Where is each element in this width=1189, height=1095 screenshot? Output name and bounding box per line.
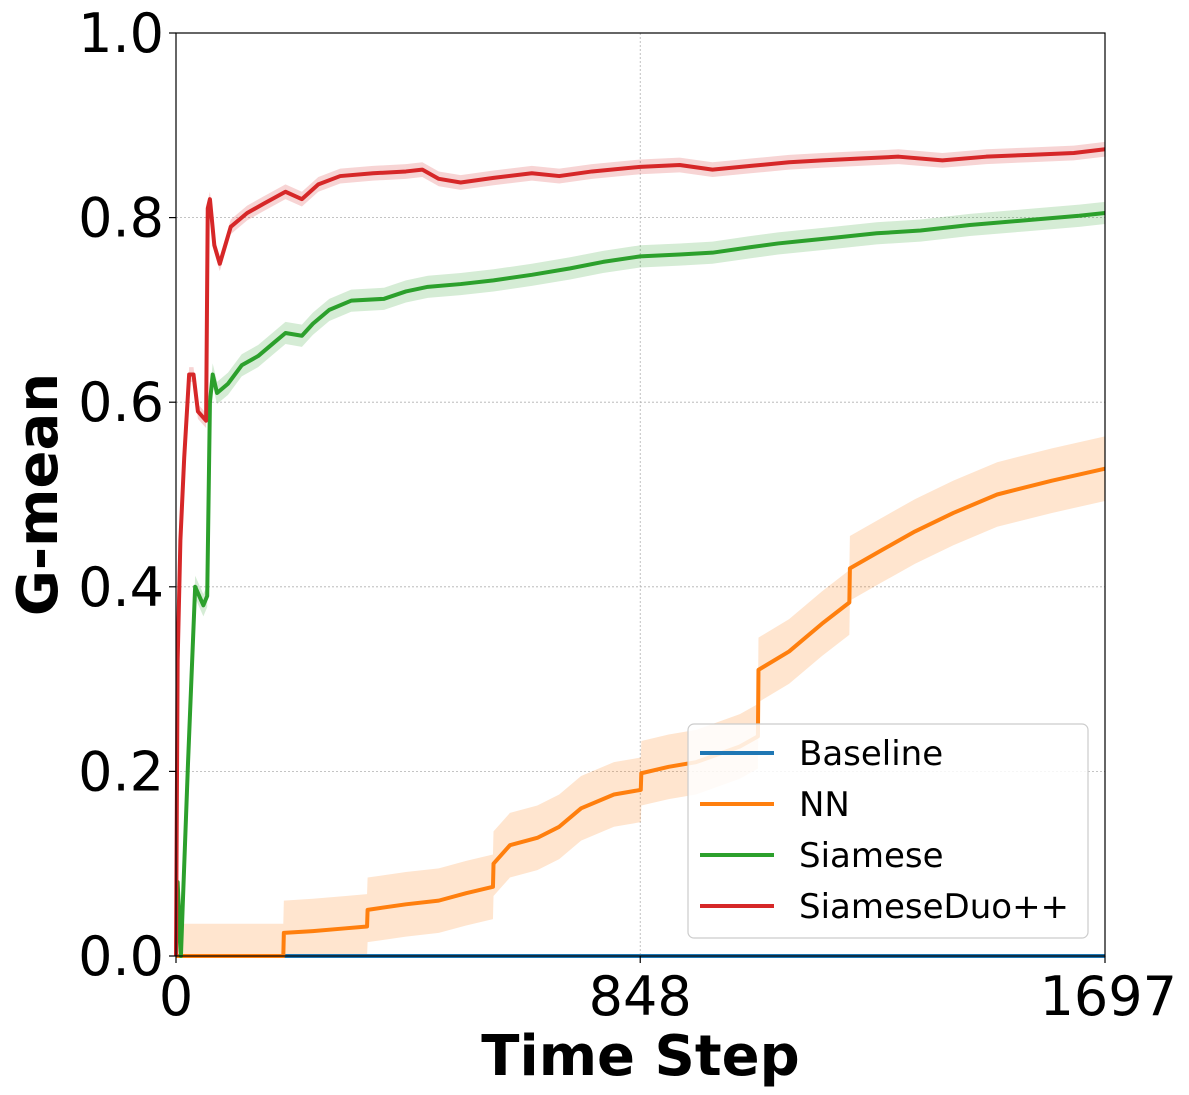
y-tick-label-1: 0.2 xyxy=(78,740,164,803)
ticks: 0.0 0.2 0.4 0.6 0.8 1.0 0 848 1697 xyxy=(78,2,1177,1028)
band-nn xyxy=(176,436,1105,956)
legend: Baseline NN Siamese SiameseDuo++ xyxy=(687,723,1089,939)
y-tick-label-0: 0.0 xyxy=(78,925,164,988)
legend-label-siamese: Siamese xyxy=(799,836,944,876)
y-tick-label-2: 0.4 xyxy=(78,556,164,619)
series-line-siamese xyxy=(174,210,1106,958)
x-tick-label-2: 1697 xyxy=(1040,965,1177,1028)
y-tick-label-5: 1.0 xyxy=(78,2,164,65)
y-axis-title: G-mean xyxy=(6,373,71,616)
y-tick-label-4: 0.8 xyxy=(78,187,164,250)
legend-label-siameseduo-: SiameseDuo++ xyxy=(799,887,1069,927)
legend-label-baseline: Baseline xyxy=(799,734,943,774)
x-axis-title: Time Step xyxy=(481,1024,799,1089)
x-tick-label-0: 0 xyxy=(159,965,193,1028)
y-tick-label-3: 0.6 xyxy=(78,371,164,434)
series-line-nn xyxy=(176,466,1106,958)
legend-box xyxy=(687,723,1089,939)
legend-label-nn: NN xyxy=(799,785,850,825)
series-line-siameseduo- xyxy=(174,147,1106,957)
x-tick-label-1: 848 xyxy=(589,965,692,1028)
confidence-bands xyxy=(176,141,1105,956)
